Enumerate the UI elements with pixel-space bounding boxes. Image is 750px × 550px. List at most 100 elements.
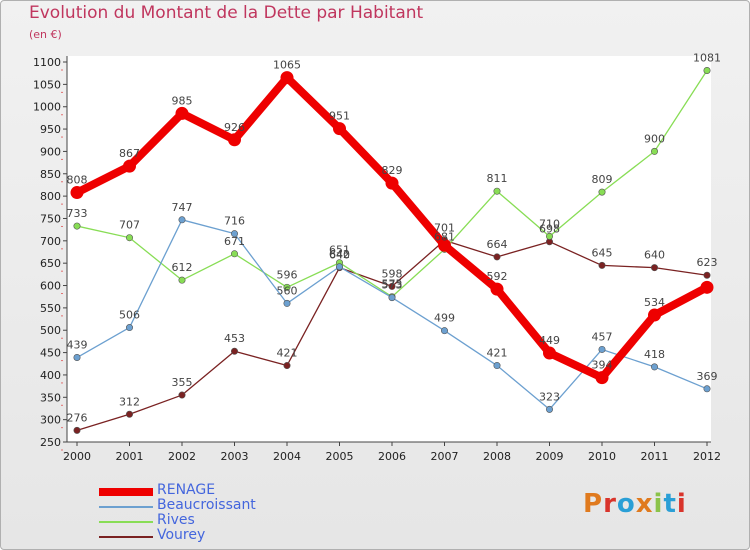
x-tick-label: 2000 bbox=[63, 450, 91, 463]
y-tick-label: 550 bbox=[40, 302, 61, 315]
y-tick-label: 650 bbox=[40, 257, 61, 270]
data-point-renage bbox=[648, 308, 661, 322]
data-point-vourey bbox=[493, 253, 501, 261]
data-label-renage: 592 bbox=[487, 270, 508, 283]
data-label-rives: 809 bbox=[592, 173, 613, 186]
data-label-rives: 710 bbox=[539, 217, 560, 230]
x-tick-label: 2002 bbox=[168, 450, 196, 463]
data-label-beaucroissant: 369 bbox=[697, 370, 718, 383]
data-point-renage bbox=[700, 280, 714, 294]
data-point-beaucroissant bbox=[388, 294, 396, 302]
y-tick-label: 950 bbox=[40, 123, 61, 136]
data-point-renage bbox=[70, 186, 84, 200]
data-label-rives: 681 bbox=[434, 230, 455, 243]
x-tick-label: 2008 bbox=[483, 450, 511, 463]
data-point-rives bbox=[283, 283, 291, 291]
data-point-renage bbox=[438, 238, 451, 252]
data-point-vourey bbox=[283, 362, 291, 370]
legend-swatch-vourey bbox=[99, 536, 153, 538]
y-tick-label: 1050 bbox=[33, 78, 61, 91]
data-label-renage: 449 bbox=[539, 334, 560, 347]
x-tick-label: 2006 bbox=[378, 450, 406, 463]
data-point-rives bbox=[73, 222, 81, 230]
y-tick-label: 300 bbox=[40, 414, 61, 427]
data-point-rives bbox=[126, 234, 134, 242]
data-point-beaucroissant bbox=[283, 299, 291, 307]
data-point-beaucroissant bbox=[126, 324, 134, 332]
data-point-vourey bbox=[598, 261, 606, 269]
legend-label-renage: RENAGE bbox=[157, 482, 216, 498]
data-point-beaucroissant bbox=[493, 362, 501, 370]
data-point-vourey bbox=[388, 282, 396, 290]
data-label-beaucroissant: 418 bbox=[644, 348, 665, 361]
data-label-vourey: 701 bbox=[434, 221, 455, 234]
y-tick-label: 400 bbox=[40, 369, 61, 382]
x-tick-label: 2009 bbox=[536, 450, 564, 463]
x-tick-label: 2012 bbox=[693, 450, 721, 463]
data-point-renage bbox=[385, 176, 399, 190]
proxiti-logo: Proxiti bbox=[583, 489, 687, 519]
y-tick-label: 1100 bbox=[33, 56, 61, 69]
data-label-vourey: 640 bbox=[644, 249, 665, 262]
data-point-beaucroissant bbox=[231, 230, 239, 238]
data-point-renage bbox=[123, 159, 136, 173]
data-label-beaucroissant: 573 bbox=[382, 279, 403, 292]
data-label-renage: 985 bbox=[172, 94, 193, 107]
y-tick-label: 750 bbox=[40, 212, 61, 225]
data-label-renage: 1065 bbox=[273, 59, 301, 72]
data-label-rives: 596 bbox=[277, 268, 298, 281]
data-label-rives: 671 bbox=[224, 235, 245, 248]
data-label-beaucroissant: 439 bbox=[67, 339, 88, 352]
data-point-beaucroissant bbox=[73, 354, 81, 362]
data-point-beaucroissant bbox=[545, 405, 553, 413]
data-label-vourey: 640 bbox=[329, 249, 350, 262]
data-point-vourey bbox=[650, 264, 658, 272]
y-tick-label: 850 bbox=[40, 168, 61, 181]
data-label-vourey: 623 bbox=[697, 256, 718, 269]
x-tick-label: 2003 bbox=[221, 450, 249, 463]
data-label-beaucroissant: 560 bbox=[277, 284, 298, 297]
y-tick-label: 250 bbox=[40, 436, 61, 449]
data-point-beaucroissant bbox=[598, 345, 606, 353]
x-tick-label: 2005 bbox=[326, 450, 354, 463]
data-point-renage bbox=[280, 71, 294, 85]
data-label-rives: 1081 bbox=[693, 51, 721, 64]
data-point-rives bbox=[598, 188, 606, 196]
x-tick-label: 2010 bbox=[588, 450, 616, 463]
data-label-vourey: 664 bbox=[487, 238, 508, 251]
data-label-vourey: 276 bbox=[67, 411, 88, 424]
data-point-vourey bbox=[73, 426, 81, 434]
chart-unit: (en €) bbox=[29, 28, 62, 41]
y-tick-label: 600 bbox=[40, 280, 61, 293]
data-label-rives: 733 bbox=[67, 207, 88, 220]
data-point-vourey bbox=[703, 271, 711, 279]
y-tick-label: 450 bbox=[40, 347, 61, 360]
data-label-renage: 951 bbox=[329, 110, 350, 123]
legend-swatch-renage bbox=[99, 488, 153, 496]
data-point-beaucroissant bbox=[440, 327, 448, 335]
data-point-vourey bbox=[231, 347, 239, 355]
y-tick-label: 700 bbox=[40, 235, 61, 248]
y-tick-label: 500 bbox=[40, 324, 61, 337]
data-point-rives bbox=[178, 276, 186, 284]
data-point-renage bbox=[543, 346, 556, 360]
data-label-rives: 811 bbox=[487, 172, 508, 185]
data-point-renage bbox=[490, 282, 504, 296]
data-label-beaucroissant: 747 bbox=[172, 201, 193, 214]
data-point-rives bbox=[650, 147, 658, 155]
data-label-rives: 575 bbox=[382, 278, 403, 291]
data-label-beaucroissant: 323 bbox=[539, 390, 560, 403]
data-point-rives bbox=[545, 232, 553, 240]
chart-title: Evolution du Montant de la Dette par Hab… bbox=[29, 3, 424, 23]
data-label-beaucroissant: 642 bbox=[329, 248, 350, 261]
legend-swatch-beaucroissant bbox=[99, 506, 153, 508]
y-tick-label: 900 bbox=[40, 145, 61, 158]
x-tick-label: 2011 bbox=[641, 450, 669, 463]
data-label-vourey: 645 bbox=[592, 246, 613, 259]
data-label-rives: 707 bbox=[119, 219, 140, 232]
data-label-vourey: 355 bbox=[172, 376, 193, 389]
data-point-beaucroissant bbox=[335, 263, 343, 271]
data-label-renage: 808 bbox=[67, 174, 88, 187]
